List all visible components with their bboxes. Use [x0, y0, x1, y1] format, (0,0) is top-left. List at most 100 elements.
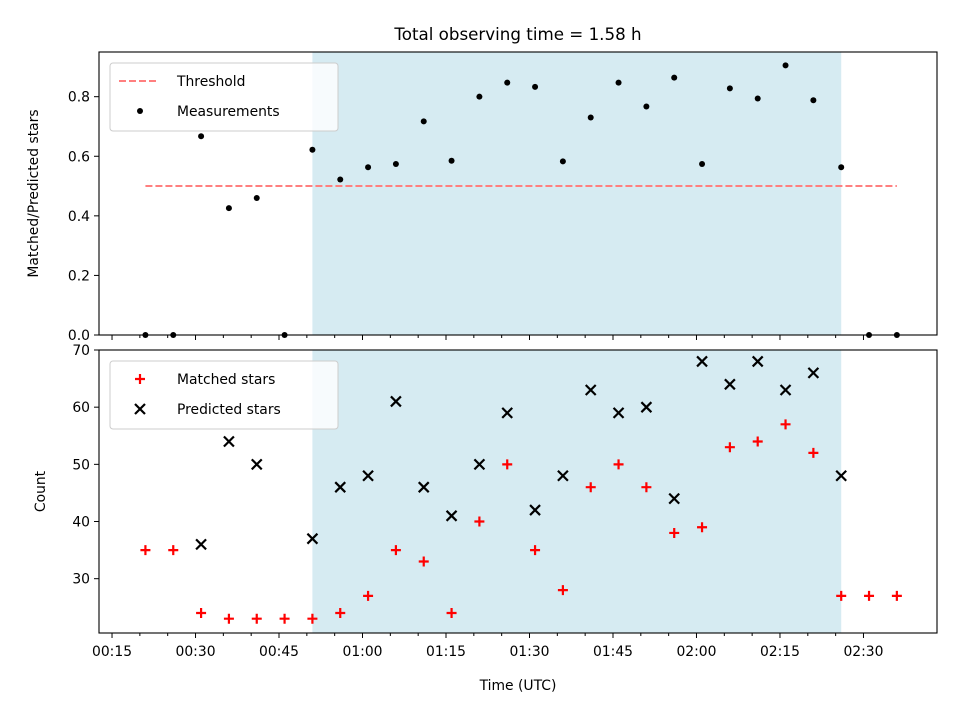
- data-point-predicted-stars: [306, 532, 319, 545]
- data-point-matched-stars: [363, 590, 374, 601]
- data-point-measurements: [337, 176, 344, 183]
- data-point-measurements: [782, 62, 789, 69]
- y-tick-label: 0.2: [68, 268, 90, 284]
- data-point-predicted-stars: [529, 504, 541, 516]
- data-point-predicted-stars: [751, 355, 764, 368]
- data-point-matched-stars: [697, 522, 708, 533]
- axes-frame: [98, 349, 938, 634]
- data-point-matched-stars: [251, 613, 262, 624]
- data-point-measurements: [198, 133, 205, 140]
- data-point-measurements: [671, 74, 678, 81]
- data-point-matched-stars: [808, 447, 819, 458]
- data-point-predicted-stars: [557, 470, 569, 482]
- x-tick-label: 01:00: [342, 644, 382, 660]
- data-point-matched-stars: [724, 442, 735, 453]
- legend-predicted-swatch: [134, 403, 146, 415]
- data-point-matched-stars: [335, 607, 346, 618]
- data-point-measurements: [726, 85, 733, 92]
- data-point-measurements: [810, 97, 817, 104]
- data-point-matched-stars: [446, 607, 457, 618]
- legend-label: Predicted stars: [177, 402, 281, 418]
- data-point-measurements: [309, 146, 316, 153]
- legend-label: Measurements: [177, 104, 280, 120]
- data-point-matched-stars: [780, 419, 791, 430]
- x-tick-label: 02:00: [676, 644, 716, 660]
- axes-frame: [98, 51, 938, 336]
- legend: Threshold Measurements: [109, 62, 339, 132]
- shaded-interval: [312, 52, 842, 335]
- y-tick-label: 30: [72, 572, 90, 588]
- top-plot: 0.0 0.2 0.4 0.6 0.8 Matched/Predicted stars To…: [26, 24, 938, 344]
- x-tick-label: 01:30: [509, 644, 549, 660]
- data-point-matched-stars: [613, 459, 624, 470]
- legend-measurements-swatch: [137, 108, 143, 114]
- data-point-predicted-stars: [195, 538, 207, 551]
- legend-box: [109, 360, 339, 430]
- data-point-measurements: [365, 164, 372, 171]
- bottom-plot: 30 40 50 60 70 00:15 00:30 00:45 01:00 01:15 01:30…: [33, 343, 938, 694]
- legend-box: [109, 62, 339, 132]
- x-tick-label: 02:15: [760, 644, 800, 660]
- data-point-predicted-stars: [696, 355, 708, 368]
- data-point-predicted-stars: [223, 435, 235, 448]
- data-point-predicted-stars: [779, 384, 792, 396]
- data-point-measurements: [392, 161, 399, 168]
- data-point-matched-stars: [279, 613, 290, 624]
- data-point-predicted-stars: [668, 492, 680, 505]
- data-point-predicted-stars: [417, 481, 430, 493]
- data-point-predicted-stars: [612, 407, 625, 419]
- data-point-predicted-stars: [445, 510, 458, 522]
- data-point-predicted-stars: [584, 384, 597, 396]
- data-point-matched-stars: [196, 607, 207, 618]
- y-tick-label: 0.8: [68, 90, 90, 106]
- data-point-matched-stars: [864, 590, 875, 601]
- data-point-measurements: [754, 95, 761, 102]
- data-point-measurements: [615, 79, 622, 86]
- y-tick-label: 0.6: [68, 149, 90, 165]
- data-point-measurements: [587, 114, 594, 121]
- data-point-measurements: [253, 194, 260, 201]
- data-point-matched-stars: [530, 545, 541, 556]
- legend-matched-swatch: [135, 374, 145, 384]
- x-axis-label: Time (UTC): [479, 678, 557, 694]
- legend: Matched stars Predicted stars: [109, 360, 339, 430]
- data-point-measurements: [420, 118, 427, 125]
- data-point-matched-stars: [168, 545, 179, 556]
- data-point-measurements: [476, 93, 483, 100]
- data-point-matched-stars: [307, 613, 318, 624]
- y-tick-label: 60: [72, 400, 90, 416]
- data-point-matched-stars: [390, 545, 401, 556]
- data-point-matched-stars: [641, 482, 652, 493]
- data-point-predicted-stars: [390, 395, 402, 408]
- x-tick-label: 01:15: [426, 644, 466, 660]
- data-point-predicted-stars: [835, 470, 847, 482]
- data-point-predicted-stars: [640, 401, 653, 413]
- data-point-matched-stars: [140, 545, 151, 556]
- y-tick-label: 70: [72, 343, 90, 359]
- chart-title: Total observing time = 1.58 h: [393, 24, 641, 44]
- y-tick-label: 40: [72, 515, 90, 531]
- data-point-matched-stars: [557, 585, 568, 596]
- data-point-predicted-stars: [807, 367, 820, 379]
- data-point-matched-stars: [502, 459, 513, 470]
- x-tick-label: 02:30: [843, 644, 883, 660]
- data-point-matched-stars: [891, 590, 902, 601]
- data-point-predicted-stars: [501, 407, 514, 419]
- y-axis-label: Matched/Predicted stars: [26, 109, 42, 277]
- data-point-predicted-stars: [362, 470, 374, 482]
- data-point-matched-stars: [752, 436, 763, 447]
- data-point-matched-stars: [669, 527, 680, 538]
- data-point-matched-stars: [474, 516, 485, 527]
- y-tick-label: 0.4: [68, 209, 90, 225]
- data-point-measurements: [838, 164, 845, 171]
- data-point-measurements: [504, 79, 511, 86]
- legend-label: Threshold: [176, 74, 245, 90]
- data-point-predicted-stars: [473, 458, 486, 471]
- x-tick-label: 01:45: [593, 644, 633, 660]
- data-point-matched-stars: [223, 613, 234, 624]
- y-tick-label: 50: [72, 457, 90, 473]
- y-axis-label: Count: [33, 470, 49, 512]
- data-point-measurements: [643, 103, 650, 110]
- data-point-matched-stars: [585, 482, 596, 493]
